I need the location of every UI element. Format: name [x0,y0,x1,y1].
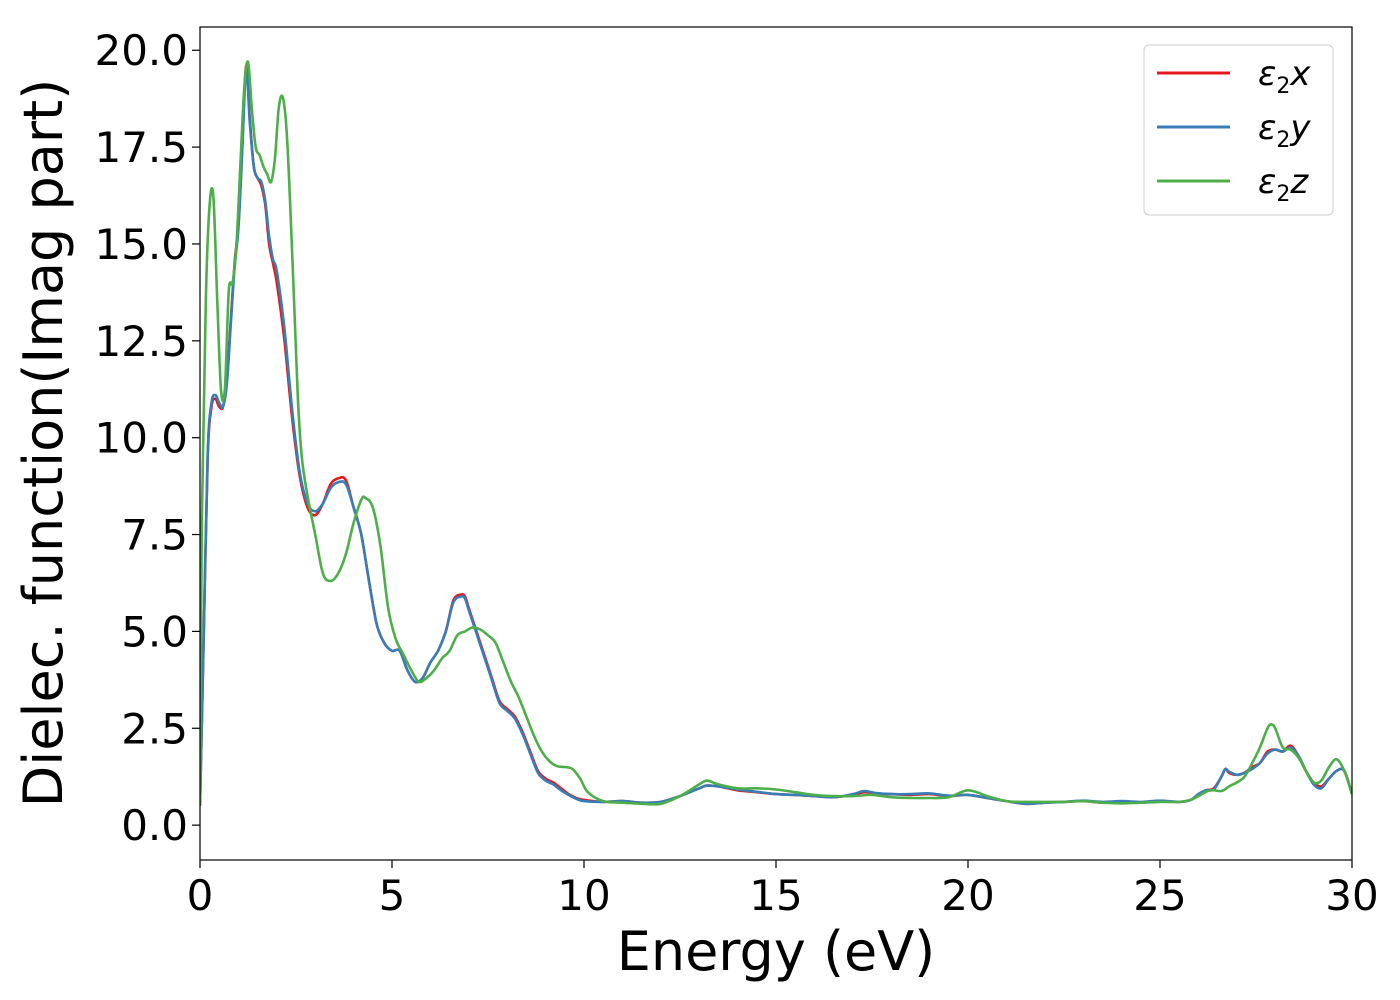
plot-lines [200,60,1352,806]
series-line-z [200,60,1352,806]
y-tick-label: 7.5 [121,511,188,560]
legend: ε2x ε2y ε2z [1143,44,1334,216]
x-tick-label: 30 [1325,871,1378,920]
x-axis-title: Energy (eV) [617,920,936,983]
legend-label-e2z: ε2z [1258,162,1309,207]
y-tick-label: 20.0 [94,26,188,75]
y-tick-label: 12.5 [94,317,188,366]
y-axis-ticks: 0.0 2.5 5.0 7.5 10.0 12.5 15.0 17.5 20.0 [94,26,200,850]
x-axis-ticks: 0 5 10 15 20 25 30 [187,860,1379,920]
y-tick-label: 5.0 [121,607,188,656]
x-tick-label: 10 [557,871,610,920]
legend-label-e2x: ε2x [1258,54,1311,99]
y-tick-label: 10.0 [94,414,188,463]
y-axis-title: Dielec. function(Imag part) [12,79,75,808]
x-tick-label: 5 [379,871,406,920]
x-tick-label: 25 [1133,871,1186,920]
y-tick-label: 17.5 [94,123,188,172]
y-tick-label: 15.0 [94,220,188,269]
x-tick-label: 0 [187,871,214,920]
y-tick-label: 0.0 [121,801,188,850]
x-tick-label: 15 [749,871,802,920]
x-tick-label: 20 [941,871,994,920]
legend-label-e2y: ε2y [1258,108,1311,153]
y-tick-label: 2.5 [121,704,188,753]
legend-box [1143,44,1334,216]
